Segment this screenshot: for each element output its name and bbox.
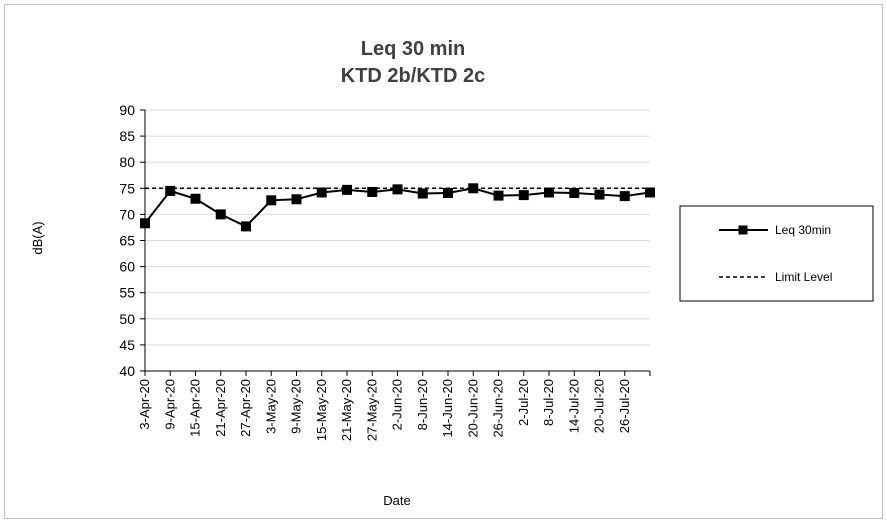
y-tick-label: 90 (119, 102, 135, 118)
y-tick-label: 85 (119, 128, 135, 144)
x-tick-label: 27-May-20 (364, 379, 379, 441)
y-tick-label: 65 (119, 233, 135, 249)
x-tick-label: 21-Apr-20 (213, 379, 228, 437)
leq-series (140, 183, 655, 232)
leq-marker (215, 209, 226, 220)
x-tick-label: 9-May-20 (289, 379, 304, 434)
leq-marker (140, 218, 150, 229)
leq-marker (594, 189, 605, 200)
y-axis-label: dB(A) (30, 221, 45, 254)
x-tick-label: 8-Jul-20 (541, 379, 556, 426)
leq-marker (493, 190, 504, 201)
x-tick-label: 14-Jun-20 (440, 379, 455, 438)
leq-marker (569, 187, 580, 198)
leq-marker (316, 187, 327, 198)
legend-leq-label: Leq 30min (775, 223, 831, 237)
y-tick-label: 70 (119, 206, 135, 222)
leq-marker (190, 193, 201, 204)
y-tick-label: 45 (119, 337, 135, 353)
leq-marker (165, 185, 176, 196)
leq-marker (266, 195, 277, 206)
x-tick-label: 14-Jul-20 (566, 379, 581, 433)
x-tick-label: 3-May-20 (263, 379, 278, 434)
leq-marker (291, 194, 302, 205)
legend-limit-label: Limit Level (775, 270, 832, 284)
x-tick-label: 15-Apr-20 (188, 379, 203, 437)
y-tick-label: 75 (119, 180, 135, 196)
x-tick-label: 26-Jul-20 (617, 379, 632, 433)
x-tick-labels: 3-Apr-20 9-Apr-20 15-Apr-20 21-Apr-20 27-Apr… (137, 379, 632, 441)
x-tick-label: 3-Apr-20 (137, 379, 152, 430)
leq-marker (544, 187, 554, 198)
leq-marker (645, 187, 655, 198)
x-tick-label: 2-Jul-20 (516, 379, 531, 426)
chart-title-line-2: KTD 2b/KTD 2c (341, 65, 485, 87)
x-tick-label: 9-Apr-20 (162, 379, 177, 430)
legend-box (679, 205, 874, 302)
x-tick-label: 15-May-20 (314, 379, 329, 441)
y-tick-label: 60 (119, 259, 135, 275)
x-tick-label: 21-May-20 (339, 379, 354, 441)
legend-leq-marker (738, 225, 748, 235)
x-tick-label: 27-Apr-20 (238, 379, 253, 437)
chart-title-line-1: Leq 30 min (361, 38, 465, 60)
leq-marker (367, 186, 378, 197)
y-tick-label: 40 (119, 363, 135, 379)
x-axis-label: Date (383, 493, 410, 508)
leq-marker (518, 190, 529, 201)
leq-marker (468, 183, 479, 194)
y-tick-label: 55 (119, 285, 135, 301)
x-tick-label: 26-Jun-20 (491, 379, 506, 438)
leq-marker (392, 184, 403, 195)
legend: Leq 30min Limit Level (679, 205, 874, 302)
x-tick-label: 8-Jun-20 (415, 379, 430, 430)
leq-marker (241, 221, 251, 232)
leq-marker (342, 184, 352, 195)
y-tick-labels: 40 45 50 55 60 65 70 75 80 85 90 (119, 102, 135, 379)
gridlines (145, 109, 650, 346)
y-tick-label: 50 (119, 311, 135, 327)
axes (140, 109, 651, 376)
leq-marker (417, 188, 428, 199)
x-tick-label: 2-Jun-20 (390, 379, 405, 430)
leq-marker (619, 191, 630, 202)
y-tick-label: 80 (119, 154, 135, 170)
x-tick-label: 20-Jun-20 (465, 379, 480, 438)
x-tick-label: 20-Jul-20 (592, 379, 607, 433)
leq-marker (443, 187, 453, 198)
